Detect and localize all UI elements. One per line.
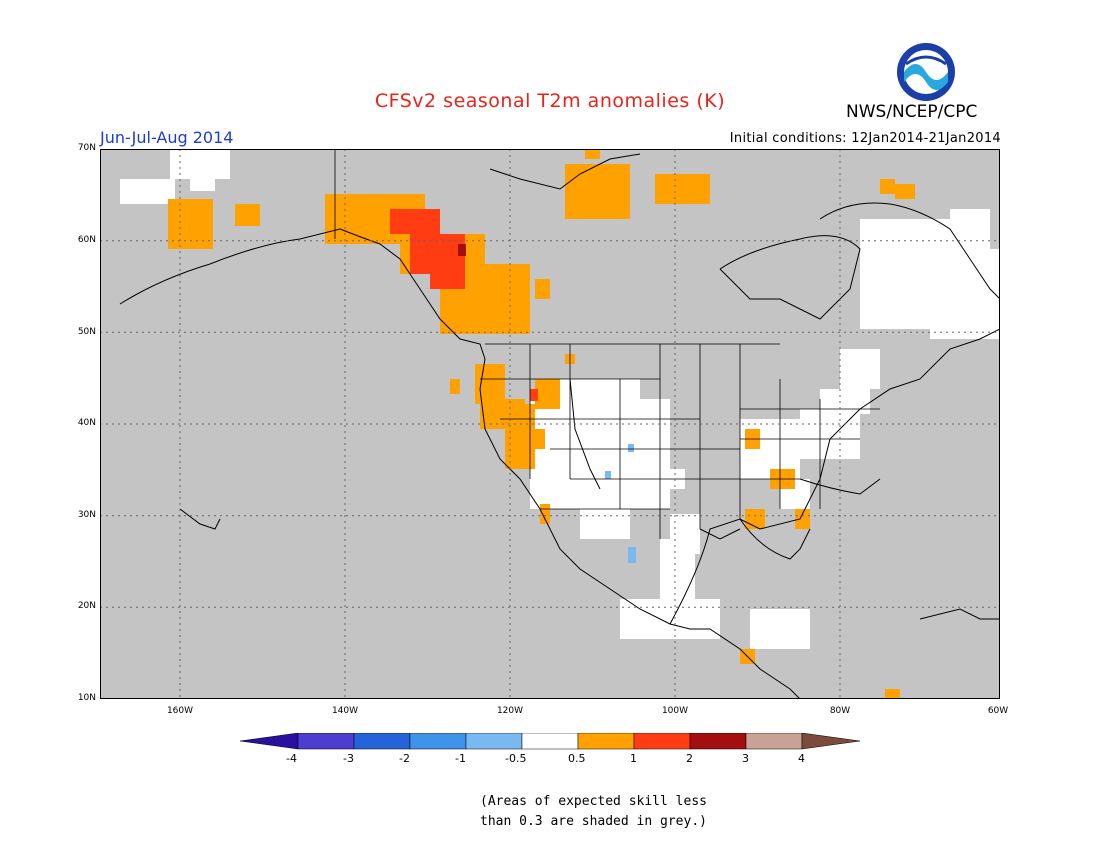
warm-anomaly-2-3 — [458, 244, 466, 256]
legend-tick-label: 0.5 — [568, 752, 586, 765]
legend-tick-label: 1 — [630, 752, 637, 765]
legend-bin — [521, 733, 579, 750]
legend-bin — [689, 733, 747, 750]
map-title: CFSv2 seasonal T2m anomalies (K) — [374, 90, 726, 112]
lat-label: 40N — [77, 418, 96, 428]
legend-bin — [240, 733, 299, 750]
anomaly-map — [100, 149, 1000, 699]
legend-tick-label: -3 — [343, 752, 354, 765]
political-boundaries — [334, 149, 880, 539]
legend-tick-label: 4 — [798, 752, 805, 765]
lon-label: 160W — [166, 706, 194, 716]
lon-label: 120W — [496, 706, 524, 716]
legend-bin — [801, 733, 860, 750]
lat-label: 50N — [77, 327, 96, 337]
lon-label: 80W — [829, 706, 851, 716]
graticule — [100, 149, 1000, 699]
lat-label: 10N — [77, 693, 96, 703]
season-label: Jun-Jul-Aug 2014 — [100, 128, 234, 147]
lat-label: 20N — [77, 601, 96, 611]
legend-tick-label: -1 — [455, 752, 466, 765]
legend-tick-label: -4 — [286, 752, 297, 765]
legend-tick-label: 2 — [686, 752, 693, 765]
legend-bin — [297, 733, 355, 750]
legend-bin — [745, 733, 803, 750]
legend-bin — [633, 733, 691, 750]
lat-label: 70N — [77, 143, 96, 153]
legend-bin — [577, 733, 635, 750]
lat-label: 60N — [77, 235, 96, 245]
legend-bin — [409, 733, 467, 750]
lon-label: 140W — [331, 706, 359, 716]
legend-tick-label: 3 — [742, 752, 749, 765]
map-frame — [100, 149, 1000, 699]
lon-label: 60W — [987, 706, 1009, 716]
legend-tick-label: -2 — [399, 752, 410, 765]
coastlines — [119, 153, 1000, 699]
skill-note: (Areas of expected skill less than 0.3 a… — [480, 792, 707, 832]
lat-label: 30N — [77, 510, 96, 520]
legend-tick-label: -0.5 — [505, 752, 527, 765]
initial-conditions: Initial conditions: 12Jan2014-21Jan2014 — [729, 131, 1001, 146]
legend-bin — [353, 733, 411, 750]
color-legend — [240, 733, 860, 750]
legend-bin — [465, 733, 523, 750]
near-normal-regions — [120, 149, 1000, 649]
noaa-logo — [896, 42, 956, 102]
cool-anomaly — [605, 444, 636, 563]
skill-note-line-1: (Areas of expected skill less — [480, 794, 707, 809]
skill-note-line-2: than 0.3 are shaded in grey.) — [480, 814, 707, 829]
agency-label: NWS/NCEP/CPC — [846, 102, 978, 122]
lon-label: 100W — [661, 706, 689, 716]
